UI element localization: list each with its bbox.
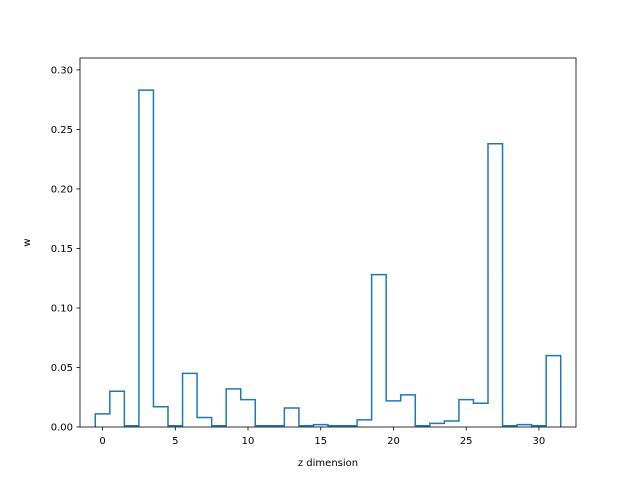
axes-layer: 0 5 10 15 20 25 30 0.00 0.05 0.10 0.15 0.20 0.25 0.30 bbox=[51, 57, 577, 447]
y-tick-label: 0.10 bbox=[51, 303, 73, 314]
bin-26 bbox=[473, 403, 488, 427]
bin-23 bbox=[430, 423, 445, 427]
y-tick-label: 0.05 bbox=[51, 363, 73, 374]
bin-0 bbox=[95, 414, 110, 427]
x-tick-label: 0 bbox=[99, 436, 105, 447]
bin-19 bbox=[372, 275, 387, 427]
bin-25 bbox=[459, 400, 474, 427]
bin-21 bbox=[401, 395, 416, 427]
x-tick-label: 10 bbox=[242, 436, 255, 447]
bin-20 bbox=[386, 401, 401, 427]
y-tick-label: 0.25 bbox=[51, 125, 73, 136]
bin-9 bbox=[226, 389, 241, 427]
bin-31 bbox=[546, 356, 561, 427]
bin-1 bbox=[110, 391, 125, 427]
bin-18 bbox=[357, 420, 372, 427]
y-tick-label: 0.30 bbox=[51, 65, 73, 76]
series-step-line bbox=[94, 89, 562, 427]
axes-frame bbox=[79, 57, 577, 428]
x-tick-label: 25 bbox=[460, 436, 473, 447]
x-tick-label: 30 bbox=[533, 436, 546, 447]
y-tick-label: 0.00 bbox=[51, 423, 73, 434]
bin-13 bbox=[284, 408, 299, 427]
bin-10 bbox=[241, 400, 256, 427]
y-tick-label: 0.15 bbox=[51, 244, 73, 255]
series-layer bbox=[94, 89, 562, 427]
x-tick-label: 15 bbox=[314, 436, 327, 447]
bin-3 bbox=[139, 90, 154, 427]
y-axis-label: w bbox=[22, 238, 33, 246]
bin-24 bbox=[444, 421, 459, 427]
x-tick-label: 5 bbox=[172, 436, 178, 447]
bin-27 bbox=[488, 144, 503, 427]
x-axis-label: z dimension bbox=[298, 458, 358, 469]
y-tick-label: 0.20 bbox=[51, 184, 73, 195]
plot-background bbox=[80, 58, 576, 427]
bin-4 bbox=[153, 407, 168, 427]
bin-7 bbox=[197, 417, 212, 427]
bin-6 bbox=[183, 373, 198, 427]
x-tick-label: 20 bbox=[387, 436, 400, 447]
